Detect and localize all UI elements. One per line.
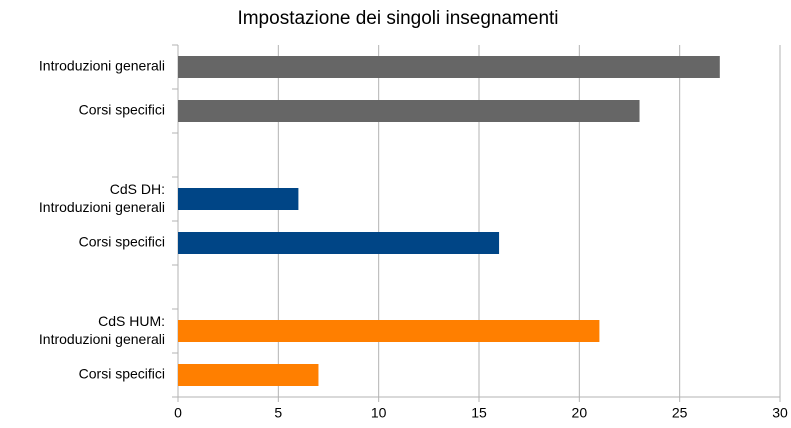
y-tick-label: Corsi specifici — [79, 366, 165, 382]
x-tick-label: 20 — [572, 405, 588, 421]
x-tick-label: 0 — [174, 405, 182, 421]
x-tick-label: 10 — [371, 405, 387, 421]
bar — [178, 364, 319, 386]
bar — [178, 100, 640, 122]
x-tick-label: 15 — [471, 405, 487, 421]
y-tick-label: Introduzioni generali — [39, 58, 165, 74]
y-tick-label: Corsi specifici — [79, 234, 165, 250]
y-tick-label: CdS HUM: Introduzioni generali — [39, 313, 165, 347]
chart-title: Impostazione dei singoli insegnamenti — [237, 8, 558, 29]
x-tick-label: 25 — [672, 405, 688, 421]
x-tick-label: 5 — [274, 405, 282, 421]
bar — [178, 320, 600, 342]
y-tick-label: CdS DH: Introduzioni generali — [39, 181, 165, 215]
bar — [178, 232, 500, 254]
x-tick-label: 30 — [772, 405, 788, 421]
bar — [178, 56, 720, 78]
y-tick-label: Corsi specifici — [79, 102, 165, 118]
bar — [178, 188, 299, 210]
